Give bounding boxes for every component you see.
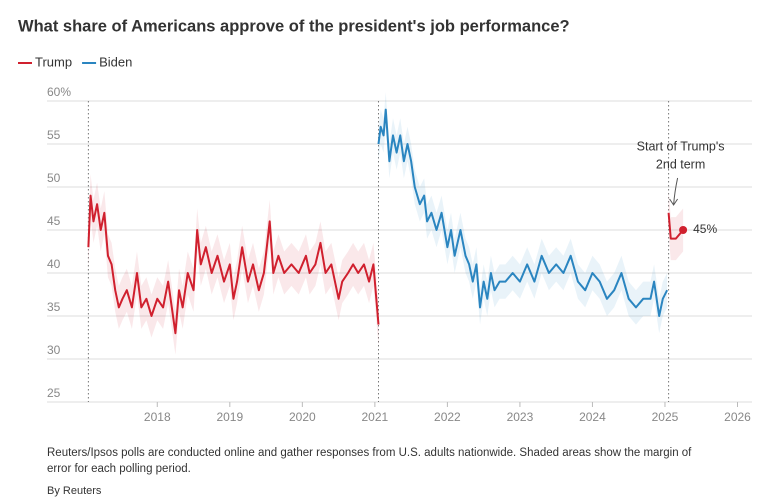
y-tick-label: 45 xyxy=(47,214,61,228)
annotation: Start of Trump's xyxy=(637,139,725,153)
annotation-arrow xyxy=(669,177,679,206)
series-line xyxy=(87,194,684,335)
y-tick-label: 40 xyxy=(47,257,61,271)
footnote: Reuters/Ipsos polls are conducted online… xyxy=(47,447,692,459)
y-tick-label: 25 xyxy=(47,386,61,400)
y-tick-label: 50 xyxy=(47,171,61,185)
value-label: 45% xyxy=(693,222,717,236)
footnote: error for each polling period. xyxy=(47,463,191,475)
y-tick-label: 30 xyxy=(47,343,61,357)
x-tick-label: 2018 xyxy=(144,410,171,424)
y-tick-label: 35 xyxy=(47,300,61,314)
end-point xyxy=(679,226,688,234)
source: By Reuters xyxy=(47,485,102,497)
x-tick-label: 2023 xyxy=(507,410,534,424)
margin-band xyxy=(378,92,668,334)
x-tick-label: 2022 xyxy=(434,410,461,424)
x-tick-label: 2020 xyxy=(289,410,316,424)
chart-title: What share of Americans approve of the p… xyxy=(18,17,570,35)
x-tick-label: 2026 xyxy=(724,410,751,424)
y-tick-label: 60% xyxy=(47,85,71,99)
annotation: 2nd term xyxy=(656,157,705,171)
x-tick-label: 2019 xyxy=(216,410,243,424)
legend-label: Trump xyxy=(35,54,72,69)
x-tick-label: 2024 xyxy=(579,410,606,424)
legend-label: Biden xyxy=(99,54,132,69)
margin-band xyxy=(88,174,684,355)
y-tick-label: 55 xyxy=(47,128,61,142)
x-tick-label: 2021 xyxy=(362,410,389,424)
x-tick-label: 2025 xyxy=(652,410,679,424)
series-line xyxy=(377,108,669,317)
